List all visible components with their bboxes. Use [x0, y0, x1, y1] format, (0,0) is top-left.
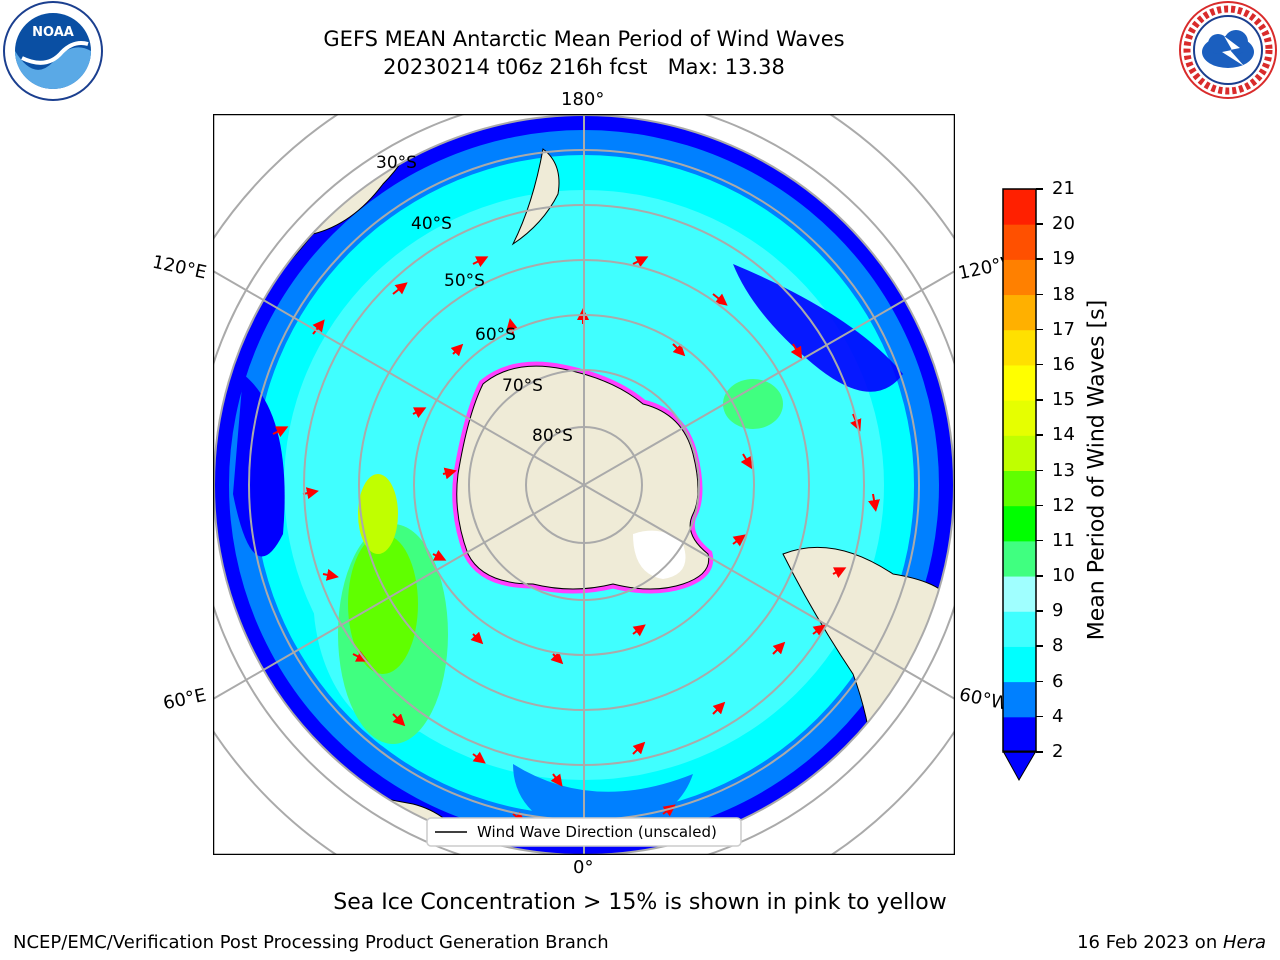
chart-subtitle: 20230214 t06z 216h fcst Max: 13.38 [383, 55, 785, 79]
lat-label-70s: 70°S [502, 376, 543, 396]
colorbar-tick-mark [1036, 328, 1043, 331]
ocean-band-12-13 [358, 474, 398, 554]
polar-map: 30°S 40°S 50°S 60°S 70°S 80°S Wind Wave … [213, 114, 955, 855]
noaa-logo: NOAA [3, 1, 103, 101]
colorbar-tick-label: 6 [1052, 670, 1064, 692]
lon-label-180: 180° [561, 89, 605, 110]
colorbar-segment [1003, 435, 1036, 471]
colorbar-tick-mark [1036, 188, 1043, 190]
colorbar-tick-label: 20 [1052, 213, 1075, 235]
map-frame [213, 114, 955, 855]
colorbar-segment [1003, 540, 1036, 577]
ocean-band-11-12 [348, 534, 418, 674]
lat-label-50s: 50°S [444, 271, 485, 291]
colorbar-tick-mark [1036, 258, 1043, 260]
colorbar-segment [1003, 189, 1036, 225]
colorbar-segment [1003, 646, 1036, 683]
colorbar-segment [1003, 470, 1036, 507]
colorbar-tick-mark [1036, 645, 1043, 647]
ocean-deep-blue-west [233, 374, 285, 557]
colorbar-tick-mark [1036, 610, 1043, 612]
colorbar-tick-mark [1036, 575, 1043, 577]
sea-ice-caption: Sea Ice Concentration > 15% is shown in … [333, 890, 947, 915]
land-new-zealand [511, 148, 560, 246]
ocean-patch-east [723, 379, 783, 429]
colorbar-under-extension [1002, 750, 1037, 782]
colorbar-tick-mark [1036, 469, 1043, 471]
legend-box [426, 817, 742, 847]
colorbar-segment [1003, 400, 1036, 436]
ocean-blue-south [513, 764, 693, 834]
colorbar-segment [1003, 364, 1036, 401]
colorbar-tick-mark [1036, 715, 1043, 718]
graticule [213, 114, 955, 855]
lon-label-60e: 60°E [161, 684, 208, 715]
ocean-deep-blue-patch [733, 264, 903, 392]
colorbar-segment [1003, 294, 1036, 331]
colorbar-tick-label: 13 [1052, 459, 1075, 481]
colorbar-tick-mark [1036, 504, 1043, 507]
nws-logo [1179, 1, 1277, 99]
colorbar-tick-label: 14 [1052, 424, 1075, 446]
legend-label: Wind Wave Direction (unscaled) [477, 823, 717, 841]
colorbar-tick-mark [1036, 399, 1043, 401]
colorbar-tick-label: 21 [1052, 178, 1075, 199]
colorbar-tick-mark [1036, 434, 1043, 436]
colorbar [1002, 188, 1037, 782]
colorbar-tick-label: 15 [1052, 389, 1075, 411]
lon-label-0: 0° [573, 857, 594, 878]
colorbar-tick-mark [1036, 680, 1043, 683]
sea-ice-weddell [633, 530, 686, 579]
footer-host: Hera [1222, 932, 1266, 953]
colorbar-tick-label: 10 [1052, 565, 1075, 587]
colorbar-tick-mark [1036, 539, 1043, 542]
colorbar-segment [1003, 259, 1036, 296]
lon-label-120e: 120°E [150, 251, 209, 284]
colorbar-segment [1003, 329, 1036, 366]
colorbar-tick-label: 12 [1052, 494, 1075, 516]
colorbar-tick-mark [1036, 363, 1043, 366]
colorbar-segments [1003, 189, 1036, 753]
lat-label-80s: 80°S [532, 426, 573, 446]
colorbar-segment [1003, 611, 1036, 647]
colorbar-tick-mark [1036, 293, 1043, 296]
lat-label-40s: 40°S [411, 214, 452, 234]
colorbar-tick-label: 19 [1052, 248, 1075, 270]
colorbar-label: Mean Period of Wind Waves [s] [1084, 299, 1110, 641]
colorbar-tick-label: 16 [1052, 353, 1075, 375]
footer-right: 16 Feb 2023 on Hera [1077, 932, 1266, 953]
lat-label-30s: 30°S [376, 153, 417, 173]
lat-label-60s: 60°S [475, 325, 516, 345]
footer-left: NCEP/EMC/Verification Post Processing Pr… [13, 932, 609, 953]
colorbar-tick-label: 11 [1052, 529, 1075, 551]
colorbar-tick-label: 17 [1052, 318, 1075, 340]
colorbar-tick-label: 9 [1052, 600, 1064, 622]
colorbar-segment [1003, 505, 1036, 542]
colorbar-tick-mark [1036, 223, 1043, 225]
colorbar-segment [1003, 224, 1036, 260]
colorbar-segment [1003, 681, 1036, 718]
colorbar-tick-label: 2 [1052, 741, 1064, 762]
footer-date: 16 Feb 2023 on [1077, 932, 1223, 953]
colorbar-segment [1003, 576, 1036, 612]
colorbar-tick-label: 18 [1052, 283, 1075, 305]
colorbar-tick-label: 4 [1052, 705, 1064, 727]
colorbar-segment [1003, 716, 1036, 753]
colorbar-tick-label: 8 [1052, 635, 1064, 657]
wind-direction-arrows [272, 256, 880, 824]
noaa-text: NOAA [32, 25, 74, 40]
colorbar-tick-mark [1036, 751, 1043, 753]
chart-title: GEFS MEAN Antarctic Mean Period of Wind … [323, 27, 845, 51]
